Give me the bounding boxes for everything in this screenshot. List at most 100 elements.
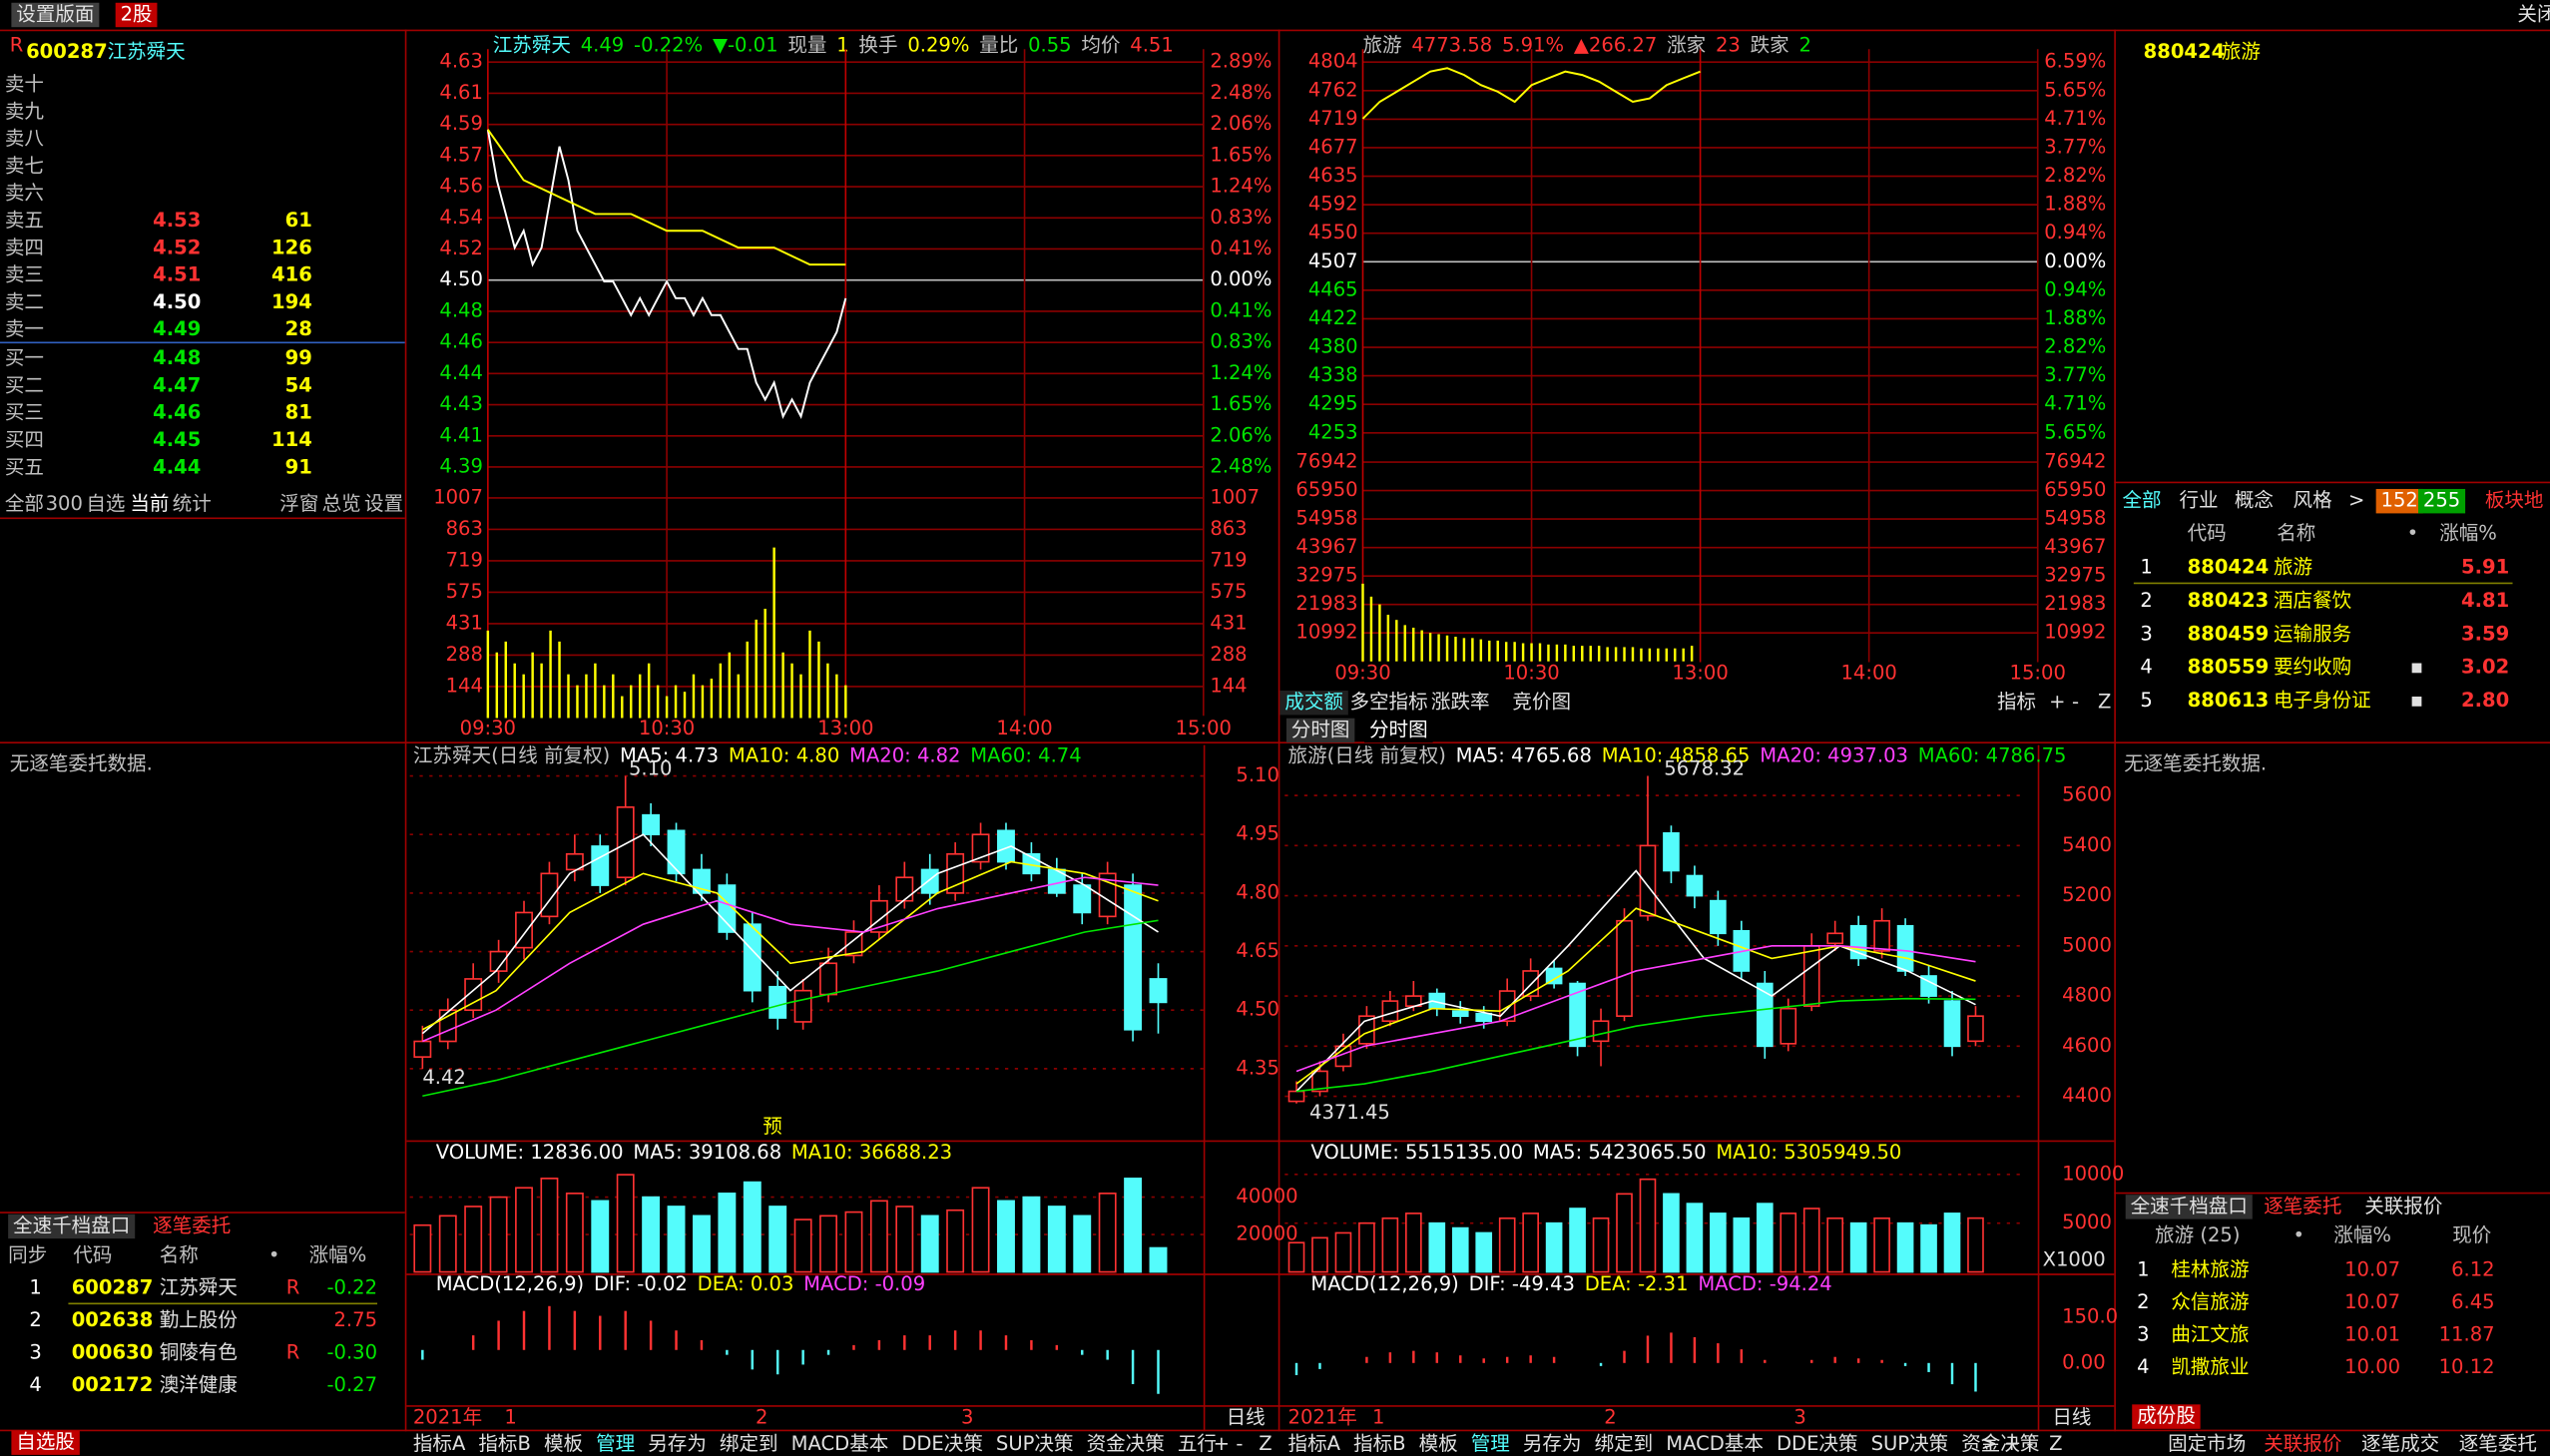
control[interactable]: - xyxy=(2072,691,2079,714)
tab[interactable]: 全速千档盘口 xyxy=(13,1213,130,1236)
toolbar-button[interactable]: 资金决策 xyxy=(1961,1432,2039,1455)
tab[interactable]: 关联报价 xyxy=(2364,1195,2442,1217)
header-segment: MA10: 36688.23 xyxy=(791,1141,952,1164)
tab[interactable]: 分时图 xyxy=(1369,718,1428,740)
label: 4.81 xyxy=(2461,589,2509,612)
tab[interactable]: 逐笔委托 xyxy=(2459,1432,2537,1455)
control[interactable]: + xyxy=(1214,1432,1230,1455)
toolbar-button[interactable]: SUP决策 xyxy=(996,1432,1074,1455)
toolbar-button[interactable]: 指标B xyxy=(478,1432,531,1455)
label: 3.02 xyxy=(2461,656,2509,679)
tab[interactable]: 竞价图 xyxy=(1512,691,1571,714)
header-segment: MACD(12,26,9) xyxy=(1310,1272,1458,1295)
quote-tab[interactable]: 当前 xyxy=(130,492,169,515)
tab-background xyxy=(2259,1195,2347,1219)
quote-tab[interactable]: 统计 xyxy=(173,492,212,515)
tab[interactable]: 关联报价 xyxy=(2264,1432,2341,1455)
book-price: 4.45 xyxy=(153,428,201,451)
tab[interactable]: 分时图 xyxy=(1291,718,1350,740)
toolbar-button[interactable]: 指标A xyxy=(413,1432,466,1455)
label: 002638 xyxy=(72,1308,154,1331)
time-label: 15:00 xyxy=(2010,661,2066,684)
header-segment: MA5: 4.73 xyxy=(620,744,719,767)
sector-tab[interactable]: 概念 xyxy=(2235,489,2274,512)
tab-background xyxy=(2359,1195,2448,1219)
toolbar-button[interactable]: MACD基本 xyxy=(791,1432,889,1455)
tab[interactable]: 全速千档盘口 xyxy=(2131,1195,2248,1217)
tab[interactable]: 逐笔委托 xyxy=(153,1213,231,1236)
sector-tab[interactable]: 风格 xyxy=(2294,489,2333,512)
tab[interactable]: 涨跌率 xyxy=(1431,691,1490,714)
toolbar-button[interactable]: 管理 xyxy=(596,1432,635,1455)
tab[interactable]: 成交额 xyxy=(1284,691,1343,714)
toolbar-button[interactable]: MACD基本 xyxy=(1666,1432,1764,1455)
toolbar-button[interactable]: 指标B xyxy=(1353,1432,1406,1455)
volume-tick-label: 431 xyxy=(446,611,483,634)
toolbar-button[interactable]: 五行 xyxy=(1178,1432,1217,1455)
control[interactable]: + xyxy=(2004,1432,2020,1455)
quote-tab[interactable]: 设置 xyxy=(364,492,403,515)
control[interactable]: > xyxy=(1981,1432,1997,1455)
pct-tick-label: 1.24% xyxy=(1210,175,1272,198)
quote-tab[interactable]: 300 xyxy=(46,492,83,515)
control[interactable]: - xyxy=(1236,1432,1243,1455)
quote-tab[interactable]: 全部 xyxy=(5,492,44,515)
volume-bar xyxy=(1873,1216,1890,1273)
control[interactable]: 指标 xyxy=(1997,691,2036,714)
toolbar-button[interactable]: 管理 xyxy=(1471,1432,1510,1455)
volume-tick-label: 1007 xyxy=(1210,485,1260,508)
sector-tab[interactable]: > xyxy=(2348,489,2364,512)
book-label: 卖三 xyxy=(5,263,44,286)
quote-tab[interactable]: 浮窗 xyxy=(279,492,318,515)
volume-tick-label: 32975 xyxy=(2044,564,2106,587)
label: 澳洋健康 xyxy=(160,1373,238,1396)
pct-tick-label: 2.89% xyxy=(1210,50,1272,73)
close-button[interactable]: 关闭 xyxy=(2517,2,2550,25)
toolbar-button[interactable]: 另存为 xyxy=(648,1432,707,1455)
toolbar-button[interactable]: 另存为 xyxy=(1523,1432,1582,1455)
tab-background xyxy=(148,1213,237,1239)
column-header: • xyxy=(2294,1223,2305,1246)
toolbar-button[interactable]: DDE决策 xyxy=(1777,1432,1858,1455)
volume-bar xyxy=(1073,1214,1092,1273)
sector-tab[interactable]: 行业 xyxy=(2179,489,2218,512)
header-segment: ▼-0.01 xyxy=(713,33,778,56)
header-segment: DEA: -2.31 xyxy=(1585,1272,1689,1295)
quote-tab[interactable]: 总览 xyxy=(322,492,361,515)
tab[interactable]: 固定市场 xyxy=(2168,1432,2246,1455)
toolbar-button[interactable]: 指标A xyxy=(1288,1432,1341,1455)
price-tick-label: 4.44 xyxy=(439,361,483,384)
column-header: 旅游 (25) xyxy=(2155,1223,2240,1246)
toolbar-button[interactable]: 绑定到 xyxy=(1595,1432,1654,1455)
toolbar-button[interactable]: 资金决策 xyxy=(1087,1432,1165,1455)
header-segment: DEA: 0.03 xyxy=(698,1272,794,1295)
tab[interactable]: 逐笔委托 xyxy=(2264,1195,2341,1217)
candle-body xyxy=(1756,982,1774,1048)
volume-bar xyxy=(1522,1213,1539,1273)
candle-body xyxy=(1873,919,1890,952)
volume-bar xyxy=(819,1214,837,1273)
price-tick-label: 4.39 xyxy=(439,454,483,477)
control[interactable]: - xyxy=(2026,1432,2033,1455)
pct-tick-label: 0.83% xyxy=(1210,330,1272,353)
toolbar-button[interactable]: 绑定到 xyxy=(720,1432,778,1455)
sector-tab[interactable]: 全部 xyxy=(2122,489,2161,512)
control[interactable]: Z xyxy=(2049,1432,2062,1455)
price-tick-label: 5.10 xyxy=(1236,763,1279,786)
toolbar-button[interactable]: 模板 xyxy=(1419,1432,1458,1455)
volume-bar xyxy=(1920,1223,1937,1273)
control[interactable]: Z xyxy=(2098,691,2111,714)
price-tick-label: 4507 xyxy=(1308,249,1358,272)
book-price: 4.48 xyxy=(153,346,201,369)
control[interactable]: + xyxy=(2049,691,2065,714)
control[interactable]: Z xyxy=(1259,1432,1272,1455)
toolbar-button[interactable]: SUP决策 xyxy=(1871,1432,1949,1455)
candle-body xyxy=(718,884,737,933)
toolbar-button[interactable]: 模板 xyxy=(544,1432,583,1455)
tab[interactable]: 多空指标 xyxy=(1349,691,1427,714)
quote-tab[interactable]: 自选 xyxy=(86,492,125,515)
price-tick-label: 4.54 xyxy=(439,206,483,229)
tab[interactable]: 逐笔成交 xyxy=(2361,1432,2439,1455)
toolbar-button[interactable]: DDE决策 xyxy=(901,1432,983,1455)
